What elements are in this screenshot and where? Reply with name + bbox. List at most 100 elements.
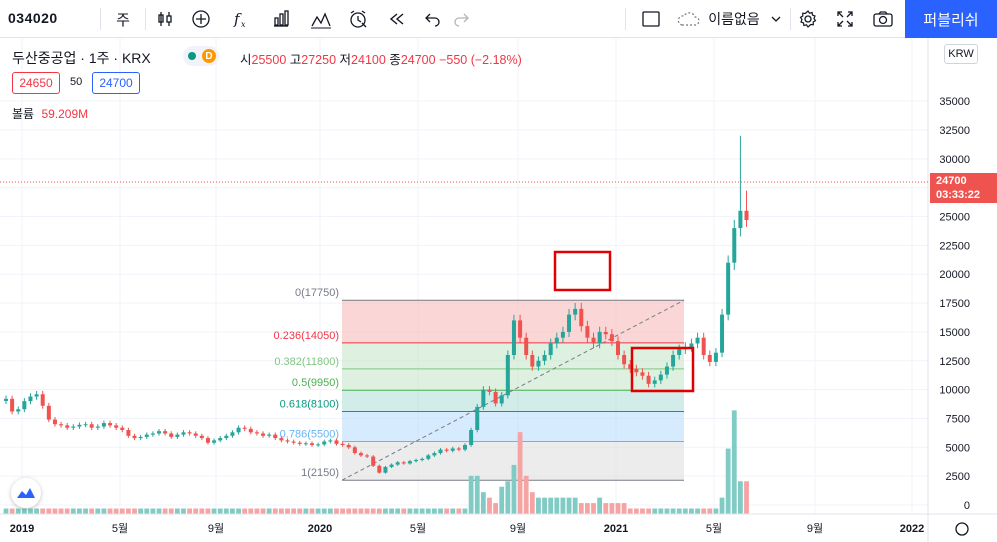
candle-body (224, 435, 229, 439)
candle-body (303, 443, 308, 445)
axis-settings-gear-icon[interactable] (955, 522, 969, 536)
volume-bar (77, 508, 82, 514)
volume-bar (640, 508, 645, 514)
volume-bar (585, 503, 590, 514)
volume-bar (242, 508, 248, 514)
candle-body (658, 374, 663, 381)
layout-name-button[interactable]: 이름없음 (708, 11, 760, 27)
volume-bar (689, 508, 694, 514)
candle-body (554, 337, 559, 344)
candle-body (95, 426, 100, 428)
camera-icon[interactable] (870, 4, 896, 34)
candle-body (591, 337, 596, 344)
candle-body (597, 331, 602, 344)
candle-body (132, 435, 137, 439)
cloud-icon[interactable] (674, 4, 702, 34)
volume-legend: 볼륨 59.209M (12, 105, 88, 122)
replay-icon[interactable] (384, 4, 410, 34)
volume-bar (707, 508, 713, 514)
candle-body (420, 458, 425, 460)
candle-body (579, 308, 584, 327)
sell-price-box[interactable]: 24650 (12, 72, 60, 94)
candle-body (371, 456, 376, 466)
candle-body (634, 368, 639, 373)
volume-bar (46, 508, 52, 514)
time-tick-label: 2021 (604, 523, 628, 535)
candle-body (438, 449, 443, 454)
price-chart[interactable]: 0(17750) 0.236(14050) 0.382(11800) 0.5(9950… (0, 38, 997, 542)
volume-bar (633, 508, 639, 514)
candle-body (181, 432, 186, 435)
fullscreen-icon[interactable] (832, 4, 858, 34)
currency-badge[interactable]: KRW (944, 44, 978, 64)
candle-body (297, 442, 302, 444)
alert-clock-icon[interactable] (344, 4, 372, 34)
volume-bar (670, 508, 676, 514)
volume-bar (548, 497, 554, 514)
tradingview-logo-icon[interactable] (11, 478, 41, 508)
candle-body (316, 444, 321, 446)
volume-bar (364, 508, 370, 514)
time-tick-label: 5월 (410, 522, 426, 535)
candle-body (389, 464, 394, 467)
volume-bar (652, 508, 658, 514)
volume-bar (529, 492, 535, 514)
fib-level-label: 0.786(5500) (280, 429, 339, 441)
candle-body (199, 435, 204, 439)
gear-icon[interactable] (795, 4, 821, 34)
candle-body (242, 427, 247, 429)
candle-body (560, 331, 565, 338)
price-tick-label: 22500 (939, 240, 970, 252)
market-status-pill[interactable]: D (183, 46, 219, 66)
candle-body (383, 466, 388, 473)
buy-price-box[interactable]: 24700 (92, 72, 140, 94)
indicators-icon[interactable] (188, 4, 214, 34)
undo-icon[interactable] (420, 4, 446, 34)
bar-countdown: 03:33:22 (936, 189, 981, 201)
toolbar-divider (790, 8, 791, 30)
candle-body (744, 210, 749, 220)
volume-bar (738, 481, 743, 514)
volume-bar (21, 508, 27, 514)
candle-body (487, 389, 492, 392)
time-axis: 2019 5월 9월 2020 5월 9월 2021 5월 9월 2022 (10, 522, 924, 535)
candle-body (518, 320, 523, 338)
bar-chart-icon[interactable] (268, 4, 294, 34)
candle-body (40, 394, 45, 406)
candle-body (163, 431, 168, 434)
chevron-down-icon[interactable] (766, 4, 786, 34)
volume-bar (719, 497, 725, 514)
symbol-search-button[interactable]: 034020 (8, 10, 58, 26)
candle-body (395, 462, 400, 465)
volume-bar (425, 508, 431, 514)
candle-body (469, 430, 474, 445)
volume-bar (126, 508, 131, 514)
low-label: 저 (339, 53, 352, 67)
time-tick-label: 2020 (308, 523, 332, 535)
publish-button[interactable]: 퍼블리쉬 (905, 0, 997, 38)
volume-bar (572, 497, 578, 514)
volume-bar (744, 481, 749, 514)
layout-icon[interactable] (638, 4, 664, 34)
candle-body (358, 453, 363, 456)
volume-bar (664, 508, 670, 514)
volume-bar (609, 503, 615, 514)
price-axis: 3500032500300002750025000225002000017500… (939, 96, 970, 512)
symbol-title[interactable]: 두산중공업 · 1주 · KRX (12, 50, 151, 66)
candle-style-icon[interactable] (152, 4, 178, 34)
candle-body (738, 210, 743, 229)
spread-value: 50 (70, 76, 83, 88)
fib-trend-line (341, 299, 685, 481)
candle-body (530, 355, 535, 367)
volume-bar (321, 508, 327, 514)
interval-button[interactable]: 주 (116, 11, 130, 29)
templates-icon[interactable] (308, 4, 334, 34)
candle-body (205, 438, 210, 443)
redo-icon[interactable] (448, 4, 474, 34)
volume-bar (395, 508, 401, 514)
fib-band (342, 390, 684, 412)
candle-body (279, 438, 284, 441)
candle-body (536, 360, 541, 367)
volume-bar (432, 508, 437, 514)
